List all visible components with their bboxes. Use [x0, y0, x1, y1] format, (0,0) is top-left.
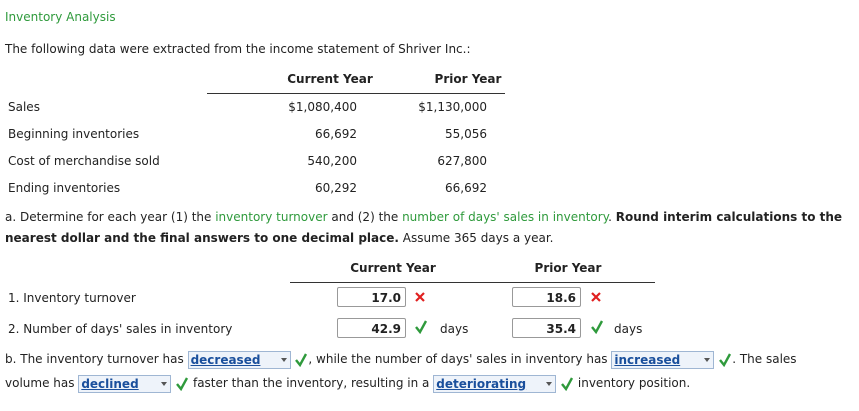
text: inventory position.: [577, 376, 691, 390]
text: a. Determine for each year (1) the: [5, 210, 216, 224]
row-label: Cost of merchandise sold: [8, 154, 160, 168]
bold-text: Round interim calculations to the: [615, 210, 843, 224]
incorrect-icon: [415, 292, 425, 302]
text: . The sales: [732, 352, 797, 366]
unit: days: [440, 322, 469, 336]
answer-input[interactable]: 18.6: [512, 287, 581, 307]
incorrect-icon: [591, 292, 601, 302]
row-label: 2. Number of days' sales in inventory: [8, 322, 233, 336]
row-label: Ending inventories: [8, 181, 121, 195]
correct-icon: [415, 320, 428, 334]
term: inventory turnover: [215, 210, 328, 224]
column-header: Prior Year: [434, 72, 502, 86]
title: Inventory Analysis: [5, 10, 116, 24]
text: faster than the inventory, resulting in …: [192, 376, 430, 390]
cell-value: 540,200: [307, 154, 357, 168]
cell-value: 55,056: [445, 127, 487, 141]
text: , while the number of days' sales in inv…: [308, 352, 608, 366]
instructions: a. Determine for each year (1) the inven…: [5, 209, 842, 225]
correct-icon: [176, 376, 189, 391]
row-label: Beginning inventories: [8, 127, 140, 141]
header-rule: [290, 282, 655, 283]
text: Assume 365 days a year.: [398, 231, 554, 245]
instructions: nearest dollar and the final answers to …: [5, 230, 553, 246]
row-label: Sales: [8, 100, 40, 114]
text: and (2) the: [327, 210, 403, 224]
answer-input[interactable]: 17.0: [337, 287, 406, 307]
answer-input[interactable]: 35.4: [512, 318, 581, 338]
text: b. The inventory turnover has: [5, 352, 184, 366]
dropdown[interactable]: deteriorating: [433, 374, 557, 393]
row-label: 1. Inventory turnover: [8, 291, 136, 305]
text: .: [608, 210, 616, 224]
statement: volume has declined faster than the inve…: [5, 374, 690, 393]
unit: days: [614, 322, 643, 336]
statement: b. The inventory turnover has decreased …: [5, 350, 797, 369]
cell-value: 627,800: [437, 154, 487, 168]
column-header: Current Year: [287, 72, 373, 86]
header-rule: [207, 93, 505, 94]
cell-value: 66,692: [445, 181, 487, 195]
dropdown[interactable]: increased: [611, 350, 715, 369]
column-header: Current Year: [350, 261, 436, 275]
intro: The following data were extracted from t…: [5, 42, 471, 56]
correct-icon: [719, 352, 732, 367]
term: number of days' sales in inventory: [402, 210, 609, 224]
column-header: Prior Year: [534, 261, 602, 275]
dropdown[interactable]: declined: [78, 374, 172, 393]
cell-value: $1,080,400: [288, 100, 357, 114]
dropdown[interactable]: decreased: [187, 350, 291, 369]
correct-icon: [561, 376, 574, 391]
answer-input[interactable]: 42.9: [337, 318, 406, 338]
bold-text: nearest dollar and the final answers to …: [5, 231, 399, 245]
cell-value: 60,292: [315, 181, 357, 195]
cell-value: $1,130,000: [418, 100, 487, 114]
correct-icon: [591, 320, 604, 334]
correct-icon: [295, 352, 308, 367]
text: volume has: [5, 376, 75, 390]
cell-value: 66,692: [315, 127, 357, 141]
